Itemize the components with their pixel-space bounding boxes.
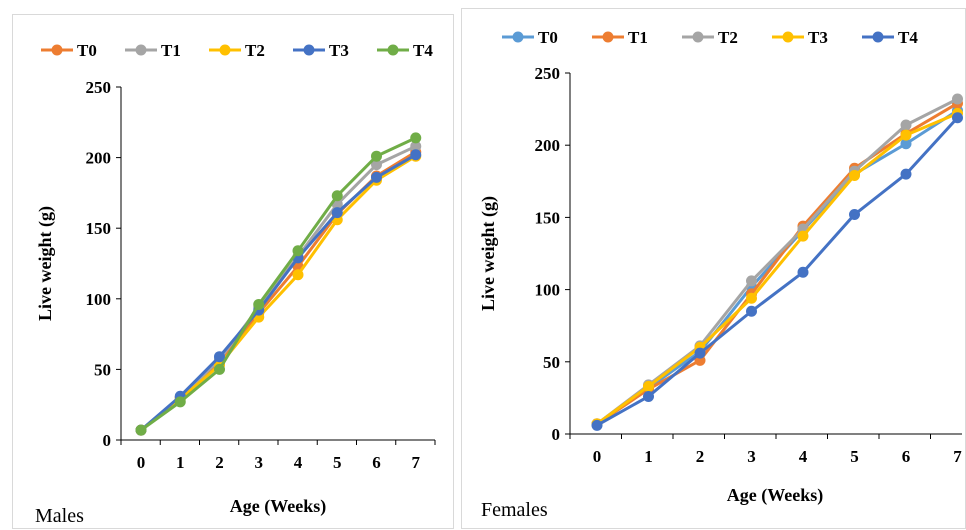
x-tick-label: 4	[294, 453, 303, 472]
x-tick-label: 0	[593, 447, 602, 466]
data-point-t4	[797, 266, 809, 278]
data-point-t3	[746, 292, 757, 304]
y-axis-title: Live weight (g)	[35, 206, 56, 321]
x-tick-label: 3	[255, 453, 264, 472]
data-point-t4	[849, 209, 860, 221]
males-caption: Males	[35, 505, 84, 527]
y-tick-label: 100	[86, 290, 112, 309]
data-point-t4	[900, 168, 912, 180]
legend-marker-t3	[782, 31, 794, 43]
x-tick-label: 3	[747, 447, 756, 466]
data-point-t4	[331, 190, 343, 202]
data-point-t3	[331, 207, 343, 219]
legend-label-t1: T1	[161, 41, 181, 60]
legend-marker-t4	[872, 31, 884, 43]
data-point-t3	[410, 149, 422, 161]
data-point-t4	[253, 298, 265, 310]
legend-marker-t1	[602, 31, 614, 43]
data-point-t4	[952, 112, 963, 124]
data-point-t2	[746, 275, 757, 287]
data-point-t4	[410, 132, 422, 144]
y-tick-label: 50	[94, 360, 111, 379]
x-tick-label: 4	[799, 447, 808, 466]
x-tick-label: 5	[850, 447, 859, 466]
legend-label-t0: T0	[77, 41, 97, 60]
series-line-t3	[596, 112, 959, 426]
data-point-t4	[694, 347, 706, 359]
legend-label-t3: T3	[808, 28, 828, 47]
legend-label-t2: T2	[718, 28, 738, 47]
series-line-t1	[596, 102, 959, 426]
females-caption: Females	[481, 499, 548, 521]
y-tick-label: 200	[535, 136, 561, 155]
legend-marker-t0	[51, 44, 63, 56]
legend-marker-t0	[512, 31, 524, 43]
data-point-t0	[900, 138, 912, 150]
data-point-t3	[371, 171, 382, 183]
x-tick-label: 2	[696, 447, 705, 466]
legend-marker-t3	[303, 44, 315, 56]
x-tick-label: 1	[176, 453, 185, 472]
data-point-t3	[643, 380, 654, 392]
y-tick-label: 50	[543, 353, 560, 372]
x-tick-label: 2	[215, 453, 224, 472]
x-axis-title: Age (Weeks)	[727, 485, 823, 506]
legend-marker-t2	[219, 44, 231, 56]
y-tick-label: 100	[535, 281, 561, 300]
data-point-t4	[214, 363, 225, 375]
x-tick-label: 1	[644, 447, 653, 466]
data-point-t3	[900, 129, 912, 141]
data-point-t4	[643, 390, 654, 402]
legend-label-t3: T3	[329, 41, 349, 60]
data-point-t4	[746, 305, 757, 317]
legend-label-t4: T4	[898, 28, 918, 47]
x-tick-label: 0	[137, 453, 146, 472]
data-point-t4	[174, 396, 186, 408]
data-point-t4	[591, 419, 603, 431]
legend-marker-t4	[387, 44, 399, 56]
legend-label-t2: T2	[245, 41, 265, 60]
data-point-t2	[292, 269, 304, 281]
data-point-t1	[410, 140, 422, 152]
x-tick-label: 6	[372, 453, 381, 472]
series-line-t0	[140, 150, 417, 432]
y-tick-label: 150	[535, 208, 561, 227]
y-tick-label: 250	[86, 78, 112, 97]
data-point-t3	[214, 351, 225, 363]
legend-label-t1: T1	[628, 28, 648, 47]
x-tick-label: 7	[412, 453, 421, 472]
legend-label-t4: T4	[413, 41, 433, 60]
data-point-t1	[371, 159, 382, 171]
x-tick-label: 5	[333, 453, 342, 472]
y-tick-label: 0	[552, 425, 561, 444]
data-point-t4	[135, 424, 147, 436]
data-point-t3	[797, 230, 809, 242]
y-axis-title: Live weight (g)	[478, 196, 499, 311]
legend-label-t0: T0	[538, 28, 558, 47]
females-chart: 0 50 100 150 200 250 0 1 2 3 4 5 6 7 Age (Weeks) Live w…	[478, 28, 963, 506]
y-tick-label: 150	[86, 219, 112, 238]
x-tick-label: 7	[953, 447, 962, 466]
x-axis-title: Age (Weeks)	[230, 496, 326, 517]
females-chart-panel: 0 50 100 150 200 250 0 1 2 3 4 5 6 7 Age (Weeks) Live w…	[461, 8, 966, 529]
data-point-t3	[849, 170, 860, 182]
y-tick-label: 200	[86, 149, 112, 168]
x-tick-label: 6	[902, 447, 911, 466]
series-line-t4	[596, 116, 959, 427]
legend-marker-t1	[135, 44, 147, 56]
data-point-t4	[371, 150, 382, 162]
series-line-t3	[140, 153, 417, 432]
y-tick-label: 250	[535, 64, 561, 83]
data-point-t2	[900, 119, 912, 131]
data-point-t2	[952, 93, 963, 105]
y-tick-label: 0	[103, 431, 112, 450]
data-point-t4	[292, 245, 304, 257]
series-line-t2	[140, 154, 417, 432]
series-line-t4	[140, 136, 417, 432]
males-chart-panel: 0 50 100 150 200 250 0 1 2 3 4 5 6 7 Age (Weeks) Live w…	[12, 14, 454, 529]
legend-marker-t2	[692, 31, 704, 43]
males-chart: 0 50 100 150 200 250 0 1 2 3 4 5 6 7 Age (Weeks) Live w…	[35, 41, 436, 517]
